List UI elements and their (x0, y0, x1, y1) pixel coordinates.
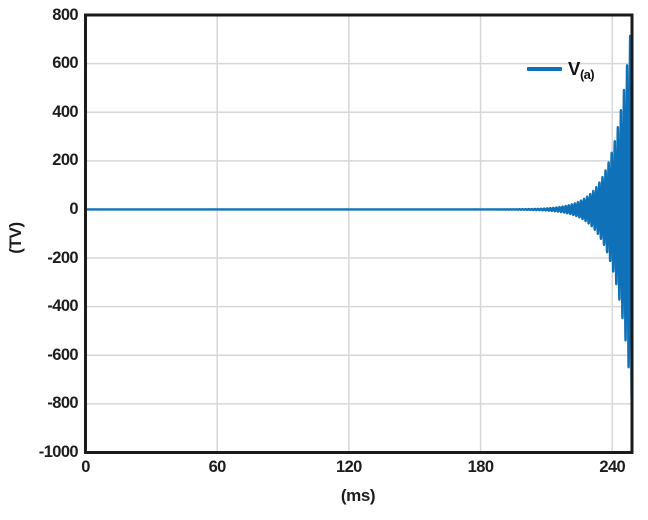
y-tick-label: -600 (47, 345, 78, 364)
y-tick-label: 200 (52, 151, 78, 170)
y-tick-label: -400 (47, 297, 78, 316)
x-tick-label: 60 (208, 458, 227, 476)
legend-label-subscript: (a) (579, 67, 595, 82)
x-tick-label: 180 (467, 458, 494, 476)
legend-label: V(a) (568, 58, 595, 82)
y-tick-label: 600 (52, 54, 78, 73)
y-tick-label: 400 (52, 102, 78, 121)
y-tick-label: 800 (52, 5, 78, 24)
y-tick-label: -200 (47, 248, 78, 267)
legend-label-main: V (568, 58, 580, 79)
x-tick-label: 120 (335, 458, 362, 476)
x-tick-label: 0 (81, 458, 90, 476)
waveform-trace (84, 34, 634, 401)
x-tick-label: 240 (599, 458, 626, 476)
y-tick-label: -800 (47, 394, 78, 413)
y-tick-label: 0 (69, 199, 78, 218)
x-axis-label: (ms) (340, 486, 376, 505)
legend: V(a) (527, 58, 595, 82)
plot-border (84, 13, 634, 454)
y-tick-label: -1000 (38, 443, 79, 461)
legend-line-swatch (527, 67, 562, 71)
